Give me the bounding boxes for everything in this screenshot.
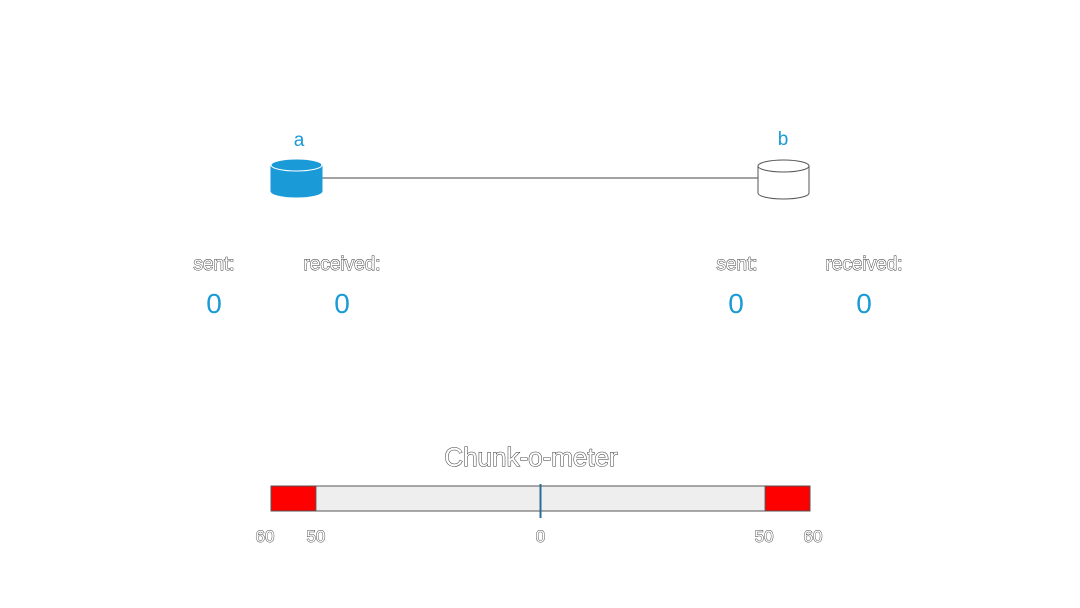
node-b-label: b xyxy=(778,129,789,150)
meter-title: Chunk-o-meter xyxy=(444,442,618,472)
meter-tick-label: 0 xyxy=(536,527,545,546)
meter-danger-zone-right xyxy=(764,485,811,512)
meter-danger-zone-left xyxy=(270,485,317,512)
node-a-received-count: 0 xyxy=(334,288,350,319)
meter-tick-labels: 60 50 0 50 60 xyxy=(255,527,823,547)
node-a[interactable]: a xyxy=(270,130,323,198)
meter-tick-label: 50 xyxy=(755,527,774,546)
node-b-database-icon xyxy=(757,159,810,200)
node-a-sent-count: 0 xyxy=(206,288,222,319)
node-b-received-count: 0 xyxy=(856,288,872,319)
meter-tick-label: 60 xyxy=(256,527,275,546)
node-b-received-label: received: xyxy=(825,254,902,275)
node-a-label: a xyxy=(294,130,305,151)
meter-needle xyxy=(539,484,542,518)
node-a-database-icon xyxy=(270,158,323,198)
meter-tick-label: 60 xyxy=(804,527,823,546)
node-a-received-label: received: xyxy=(303,254,380,275)
node-b[interactable]: b xyxy=(757,129,810,200)
node-b-sent-label: sent: xyxy=(716,254,757,275)
node-a-sent-label: sent: xyxy=(193,254,234,275)
meter-tick-label: 50 xyxy=(306,527,325,546)
node-b-sent-count: 0 xyxy=(728,288,744,319)
chunk-o-meter: Chunk-o-meter 60 50 0 50 60 xyxy=(255,442,823,547)
